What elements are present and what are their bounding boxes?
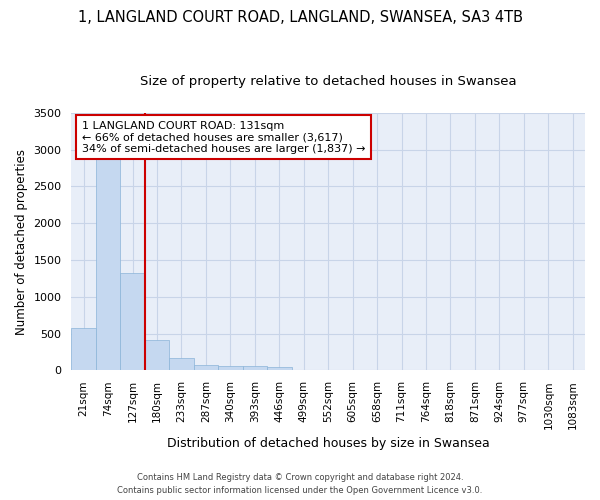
Bar: [169, 358, 194, 370]
Text: 1 LANGLAND COURT ROAD: 131sqm
← 66% of detached houses are smaller (3,617)
34% o: 1 LANGLAND COURT ROAD: 131sqm ← 66% of d…: [82, 120, 365, 154]
Bar: [71, 328, 96, 370]
Y-axis label: Number of detached properties: Number of detached properties: [15, 148, 28, 334]
Title: Size of property relative to detached houses in Swansea: Size of property relative to detached ho…: [140, 75, 517, 88]
Bar: [194, 365, 218, 370]
Bar: [267, 366, 292, 370]
Text: Contains HM Land Registry data © Crown copyright and database right 2024.
Contai: Contains HM Land Registry data © Crown c…: [118, 474, 482, 495]
Bar: [121, 273, 145, 370]
Bar: [242, 366, 267, 370]
Text: 1, LANGLAND COURT ROAD, LANGLAND, SWANSEA, SA3 4TB: 1, LANGLAND COURT ROAD, LANGLAND, SWANSE…: [77, 10, 523, 25]
X-axis label: Distribution of detached houses by size in Swansea: Distribution of detached houses by size …: [167, 437, 490, 450]
Bar: [96, 156, 121, 370]
Bar: [145, 340, 169, 370]
Bar: [218, 366, 242, 370]
